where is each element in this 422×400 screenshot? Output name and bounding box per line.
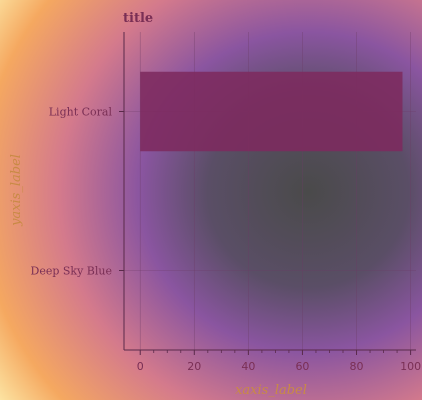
x-tick-label: 0 bbox=[137, 360, 144, 373]
x-tick-label: 20 bbox=[187, 360, 201, 373]
y-category-label: Light Coral bbox=[49, 106, 113, 119]
x-ticks: 0 20 40 60 80 100 bbox=[137, 350, 421, 373]
x-tick-label: 60 bbox=[295, 360, 309, 373]
axes bbox=[123, 32, 416, 351]
y-categories: Light Coral Deep Sky Blue bbox=[31, 106, 124, 278]
x-tick-label: 100 bbox=[400, 360, 421, 373]
y-axis-label: yaxis_label bbox=[9, 154, 24, 227]
bars bbox=[140, 71, 403, 152]
x-tick-label: 40 bbox=[241, 360, 255, 373]
y-category-label: Deep Sky Blue bbox=[31, 265, 113, 278]
chart-title: title bbox=[123, 11, 153, 26]
x-tick-label: 80 bbox=[350, 360, 364, 373]
bar bbox=[140, 71, 403, 152]
x-axis-label: xaxis_label bbox=[235, 383, 307, 398]
